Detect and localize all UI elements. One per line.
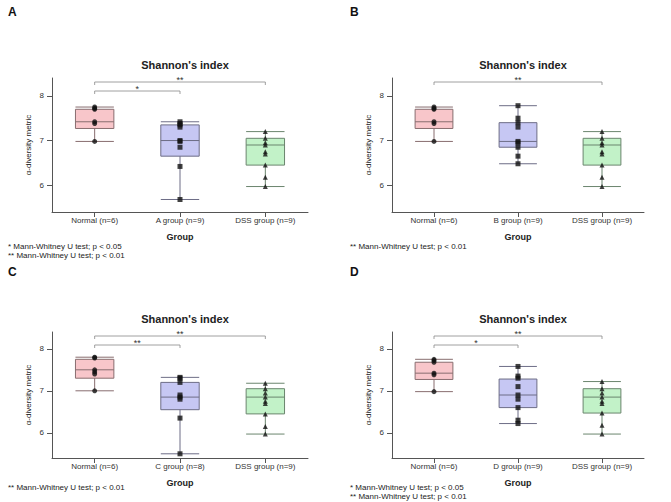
svg-text:7: 7 (40, 136, 45, 145)
svg-text:Normal (n=6): Normal (n=6) (71, 216, 118, 225)
svg-text:C: C (8, 265, 17, 279)
svg-text:Shannon's index: Shannon's index (141, 313, 229, 325)
svg-text:**: ** (134, 338, 142, 348)
svg-text:6: 6 (40, 181, 45, 190)
svg-text:Group: Group (167, 232, 194, 242)
svg-text:* Mann-Whitney U test; p < 0.0: * Mann-Whitney U test; p < 0.05 (350, 483, 464, 492)
svg-text:7: 7 (380, 136, 385, 145)
svg-text:D group (n=9): D group (n=9) (493, 462, 543, 471)
svg-text:** Mann-Whitney U test; p < 0.: ** Mann-Whitney U test; p < 0.01 (350, 242, 467, 251)
svg-text:** Mann-Whitney U test; p < 0.: ** Mann-Whitney U test; p < 0.01 (8, 251, 125, 260)
svg-text:DSS group (n=9): DSS group (n=9) (572, 462, 633, 471)
svg-text:** Mann-Whitney U test; p < 0.: ** Mann-Whitney U test; p < 0.01 (8, 483, 125, 492)
svg-text:α-diversity metric: α-diversity metric (24, 365, 33, 426)
svg-text:DSS group (n=9): DSS group (n=9) (235, 216, 296, 225)
svg-text:Normal (n=6): Normal (n=6) (71, 462, 118, 471)
svg-text:A group (n=9): A group (n=9) (156, 216, 205, 225)
svg-text:α-diversity metric: α-diversity metric (364, 365, 373, 426)
svg-text:8: 8 (40, 344, 45, 353)
svg-text:D: D (350, 265, 359, 279)
svg-text:α-diversity metric: α-diversity metric (364, 115, 373, 176)
svg-text:**: ** (514, 75, 522, 85)
svg-text:B group (n=9): B group (n=9) (493, 216, 542, 225)
svg-text:*: * (136, 84, 140, 94)
svg-text:7: 7 (40, 386, 45, 395)
svg-text:B: B (350, 5, 359, 19)
svg-text:**: ** (514, 329, 522, 339)
svg-text:α-diversity metric: α-diversity metric (24, 115, 33, 176)
svg-text:C group (n=8): C group (n=8) (155, 462, 205, 471)
svg-text:6: 6 (380, 428, 385, 437)
svg-text:**: ** (176, 329, 184, 339)
svg-text:8: 8 (380, 91, 385, 100)
svg-text:Group: Group (167, 478, 194, 488)
svg-text:Shannon's index: Shannon's index (141, 59, 229, 71)
svg-text:Shannon's index: Shannon's index (479, 313, 567, 325)
svg-text:8: 8 (380, 344, 385, 353)
svg-text:*: * (474, 338, 478, 348)
svg-text:** Mann-Whitney U test; p < 0.: ** Mann-Whitney U test; p < 0.01 (350, 492, 467, 501)
svg-text:6: 6 (40, 428, 45, 437)
svg-text:DSS group (n=9): DSS group (n=9) (235, 462, 296, 471)
svg-text:* Mann-Whitney U test; p < 0.0: * Mann-Whitney U test; p < 0.05 (8, 242, 122, 251)
svg-text:8: 8 (40, 91, 45, 100)
svg-text:6: 6 (380, 181, 385, 190)
svg-text:Normal (n=6): Normal (n=6) (411, 216, 458, 225)
svg-text:DSS group (n=9): DSS group (n=9) (572, 216, 633, 225)
svg-text:**: ** (176, 75, 184, 85)
svg-text:7: 7 (380, 386, 385, 395)
svg-text:Normal (n=6): Normal (n=6) (411, 462, 458, 471)
svg-text:Group: Group (505, 478, 532, 488)
svg-text:Group: Group (505, 232, 532, 242)
svg-text:Shannon's index: Shannon's index (479, 59, 567, 71)
svg-text:A: A (8, 5, 17, 19)
